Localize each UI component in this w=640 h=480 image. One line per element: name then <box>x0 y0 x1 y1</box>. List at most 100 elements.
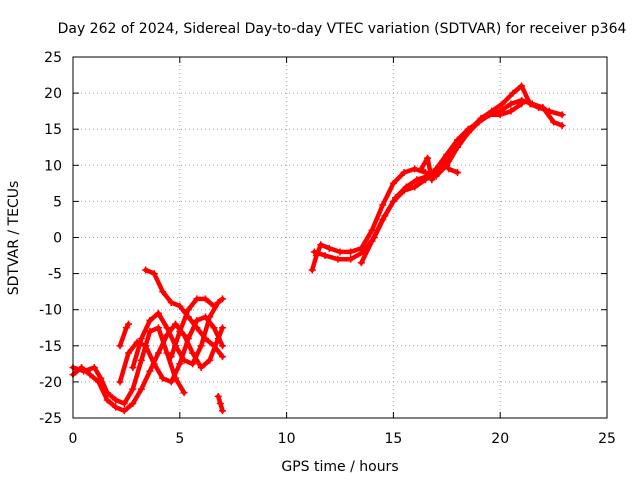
data-point <box>445 165 453 173</box>
y-tick-label: -25 <box>39 411 62 427</box>
data-point <box>214 392 222 400</box>
data-point <box>509 89 517 97</box>
y-tick-label: -15 <box>39 339 62 355</box>
track-line <box>130 296 225 370</box>
data-point <box>95 378 103 386</box>
data-point <box>439 158 447 166</box>
data-point <box>122 324 130 332</box>
data-point <box>159 288 167 296</box>
data-point <box>347 255 355 263</box>
data-point <box>400 187 408 195</box>
data-point <box>201 295 209 303</box>
data-point <box>154 349 162 357</box>
data-point <box>189 349 197 357</box>
track-line <box>309 98 565 273</box>
data-point <box>518 82 526 90</box>
data-point <box>137 335 145 343</box>
data-point <box>137 385 145 393</box>
x-tick-label: 25 <box>598 431 616 447</box>
data-point <box>176 327 184 335</box>
data-point <box>379 215 387 223</box>
data-point <box>325 244 333 252</box>
data-point <box>163 349 171 357</box>
y-tick-label: 10 <box>44 158 62 174</box>
data-point <box>507 100 515 108</box>
data-point <box>90 363 98 371</box>
data-point <box>116 342 124 350</box>
data-point <box>146 317 154 325</box>
data-point <box>400 169 408 177</box>
data-point <box>368 237 376 245</box>
data-point <box>129 363 137 371</box>
data-point <box>103 396 111 404</box>
x-tick-label: 20 <box>491 431 509 447</box>
data-point <box>159 374 167 382</box>
data-point <box>125 349 133 357</box>
data-point <box>193 317 201 325</box>
data-point <box>428 176 436 184</box>
series-1 <box>69 266 227 415</box>
y-tick-label: 20 <box>44 86 62 102</box>
track-line <box>70 325 187 406</box>
data-point <box>308 266 316 274</box>
y-tick-label: 0 <box>53 231 62 247</box>
data-point <box>142 342 150 350</box>
data-point <box>347 248 355 256</box>
data-point <box>180 356 188 364</box>
data-point <box>334 255 342 263</box>
data-point <box>120 400 128 408</box>
data-point <box>321 252 329 260</box>
data-point <box>464 125 472 133</box>
data-point <box>550 118 558 126</box>
y-tick-label: -20 <box>39 375 62 391</box>
data-point <box>154 324 162 332</box>
data-point <box>167 353 175 361</box>
data-point <box>180 389 188 397</box>
data-point <box>189 360 197 368</box>
data-point <box>219 324 227 332</box>
data-point <box>310 248 318 256</box>
data-point <box>97 374 105 382</box>
data-point <box>558 111 566 119</box>
data-point <box>411 183 419 191</box>
data-point <box>210 342 218 350</box>
data-point <box>317 241 325 249</box>
data-point <box>210 302 218 310</box>
chart-title: Day 262 of 2024, Sidereal Day-to-day VTE… <box>58 21 627 37</box>
data-point <box>146 327 154 335</box>
data-point <box>558 122 566 130</box>
x-tick-label: 10 <box>278 431 296 447</box>
data-point <box>137 356 145 364</box>
data-point <box>535 104 543 112</box>
y-tick-label: 5 <box>53 194 62 210</box>
x-tick-label: 15 <box>384 431 402 447</box>
data-point <box>219 342 227 350</box>
data-point <box>176 302 184 310</box>
data-point <box>193 324 201 332</box>
data-point <box>368 226 376 234</box>
data-point <box>432 169 440 177</box>
data-point <box>197 363 205 371</box>
grid-lines <box>73 57 607 418</box>
x-axis: 0 5 10 15 20 25 <box>69 57 616 447</box>
data-point <box>421 176 429 184</box>
x-axis-label: GPS time / hours <box>281 459 398 475</box>
data-point <box>184 335 192 343</box>
data-point <box>424 154 432 162</box>
data-point <box>210 324 218 332</box>
data-point <box>120 407 128 415</box>
data-marks <box>69 82 566 415</box>
data-point <box>486 111 494 119</box>
data-point <box>116 378 124 386</box>
data-point <box>496 111 504 119</box>
y-tick-label: -10 <box>39 303 62 319</box>
data-point <box>206 313 214 321</box>
data-point <box>219 407 227 415</box>
data-point <box>498 100 506 108</box>
data-point <box>112 396 120 404</box>
data-point <box>475 118 483 126</box>
data-point <box>526 100 534 108</box>
data-point <box>507 107 515 115</box>
data-point <box>184 306 192 314</box>
